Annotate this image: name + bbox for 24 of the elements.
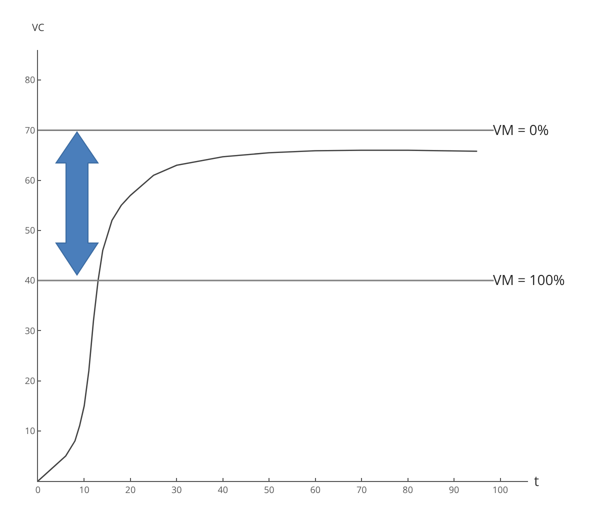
y-tick-label: 50: [24, 224, 36, 237]
y-tick-label: 30: [24, 324, 36, 337]
x-tick-label: 80: [402, 482, 413, 496]
x-axis-title: t: [534, 472, 539, 491]
x-tick-label: 70: [356, 482, 367, 496]
x-tick-label: 40: [218, 482, 228, 496]
y-tick-label: 20: [24, 374, 36, 387]
y-tick-label: 70: [24, 123, 36, 136]
annotation: VM = 100%: [493, 271, 565, 290]
x-tick-label: 100: [492, 482, 508, 496]
line-series: [38, 150, 478, 481]
y-tick-label: 80: [24, 73, 36, 86]
x-tick-label: 30: [172, 482, 182, 496]
x-tick-label: 20: [125, 482, 136, 496]
x-tick-label: 50: [264, 482, 274, 496]
y-tick-label: 40: [24, 274, 36, 287]
x-tick-label: 10: [79, 482, 90, 496]
y-tick-label: 10: [24, 424, 36, 438]
y-axis-title: VC: [32, 20, 44, 34]
x-tick-label: 0: [35, 482, 41, 496]
y-tick-label: 60: [24, 173, 36, 186]
x-tick-label: 90: [448, 482, 460, 496]
x-tick-label: 60: [310, 482, 321, 496]
annotation: VM = 0%: [493, 121, 549, 140]
